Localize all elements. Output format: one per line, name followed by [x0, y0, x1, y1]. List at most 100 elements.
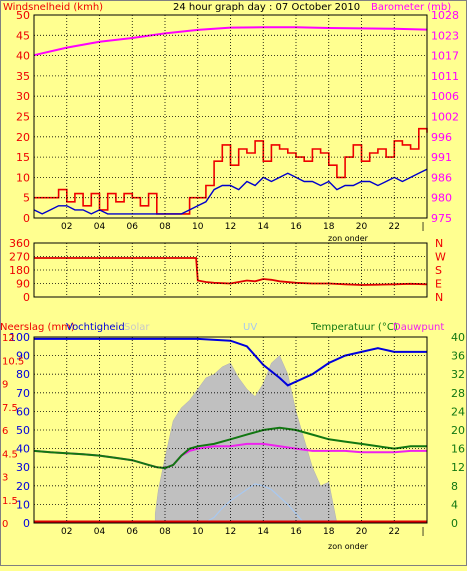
humidity-axis-label: Vochtigheid [66, 322, 125, 333]
rain-tick-label: 4.5 [2, 449, 18, 460]
time-tick-label: 10 [192, 527, 204, 537]
time-tick-label: 10 [192, 222, 204, 232]
rain-tick-label: 7.5 [2, 403, 18, 414]
humidity-tick-label: 50 [16, 424, 30, 437]
time-tick-label: 12 [225, 222, 236, 232]
humidity-tick-label: 40 [16, 443, 30, 456]
sunset-annotation-top: zon onder [328, 234, 369, 243]
wind-barometer-plot-frame [33, 14, 428, 219]
time-tick-label: 14 [258, 527, 270, 537]
direction-compass-label: N [435, 237, 443, 250]
barometer-tick-label: 991 [431, 151, 452, 164]
rain-tick-label: 3 [2, 473, 8, 484]
time-tick-label: 04 [94, 527, 106, 537]
solar-axis-label: Solar [124, 322, 150, 333]
barometer-tick-label: 986 [431, 171, 452, 184]
temperature-tick-label: 36 [451, 350, 465, 363]
direction-degree-label: 90 [16, 278, 30, 291]
temperature-tick-label: 20 [451, 424, 465, 437]
dewpoint-axis-label: Dauwpunt [393, 322, 444, 333]
solar-area [154, 355, 338, 524]
barometer-tick-label: 1002 [431, 111, 459, 124]
direction-compass-label: W [435, 251, 446, 264]
time-tick-label: 16 [290, 222, 302, 232]
direction-degree-label: 180 [9, 264, 30, 277]
humidity-tick-label: 90 [16, 350, 30, 363]
time-tick-label: 02 [61, 527, 72, 537]
barometer-tick-label: 1006 [431, 90, 459, 103]
barometer-axis-label: Barometer (mb) [371, 2, 451, 13]
temperature-tick-label: 4 [451, 498, 458, 511]
wind-tick-label: 35 [16, 70, 30, 83]
wind-tick-label: 0 [23, 212, 30, 225]
temperature-tick-label: 16 [451, 443, 465, 456]
humidity-tick-label: 20 [16, 480, 30, 493]
time-tick-label: 18 [323, 222, 335, 232]
wind-tick-label: 40 [16, 50, 30, 63]
chart-title: 24 hour graph day : 07 October 2010 [173, 2, 360, 13]
time-tick-label: 04 [94, 222, 106, 232]
wind-axis-label: Windsnelheid (kmh) [3, 2, 103, 13]
wind-tick-label: 5 [23, 192, 30, 205]
time-tick-label: 08 [159, 222, 171, 232]
time-tick-label: 08 [159, 527, 171, 537]
direction-degree-label: 360 [9, 237, 30, 250]
day-end-tick: | [421, 222, 424, 232]
temperature-tick-label: 0 [451, 517, 458, 530]
wind-tick-label: 10 [16, 171, 30, 184]
direction-compass-label: N [435, 291, 443, 304]
time-tick-label: 16 [290, 527, 302, 537]
time-tick-label: 18 [323, 527, 335, 537]
humidity-tick-label: 60 [16, 405, 30, 418]
wind-tick-label: 50 [16, 9, 30, 22]
humidity-tick-label: 80 [16, 368, 30, 381]
time-tick-label: 02 [61, 222, 72, 232]
rain-tick-label: 9 [2, 380, 8, 391]
wind-direction-plot-frame [33, 242, 428, 298]
rain-tick-label: 0 [2, 519, 8, 530]
humidity-tick-label: 70 [16, 387, 30, 400]
humidity-line [34, 337, 427, 387]
time-tick-label: 14 [258, 222, 270, 232]
direction-compass-label: S [435, 264, 442, 277]
rain-tick-label: 10.5 [2, 356, 24, 367]
rain-tick-label: 1.5 [2, 496, 18, 507]
humidity-tick-label: 100 [9, 331, 30, 344]
temperature-axis-label: Temperatuur (°C) [310, 322, 398, 333]
wind-tick-label: 20 [16, 131, 30, 144]
humidity-tick-label: 0 [23, 517, 30, 530]
temperature-tick-label: 32 [451, 368, 465, 381]
temperature-line [33, 426, 427, 470]
time-tick-label: 20 [356, 527, 368, 537]
humidity-tick-label: 30 [16, 461, 30, 474]
time-tick-label: 06 [127, 527, 139, 537]
time-tick-label: 20 [356, 222, 368, 232]
rain-tick-label: 6 [2, 426, 8, 437]
rain-tick-label: 12 [2, 333, 15, 344]
time-tick-label: 06 [127, 222, 139, 232]
wind-tick-label: 30 [16, 90, 30, 103]
wind-tick-label: 15 [16, 151, 30, 164]
temperature-tick-label: 40 [451, 331, 465, 344]
barometer-tick-label: 1011 [431, 70, 459, 83]
barometer-tick-label: 980 [431, 192, 452, 205]
temperature-tick-label: 28 [451, 387, 465, 400]
barometer-tick-label: 1017 [431, 50, 459, 63]
humidity-tick-label: 10 [16, 498, 30, 511]
climate-plot-frame [33, 336, 428, 524]
wind-tick-label: 45 [16, 29, 30, 42]
uv-axis-label: UV [243, 322, 257, 333]
barometer-tick-label: 1023 [431, 29, 459, 42]
temperature-tick-label: 24 [451, 405, 465, 418]
barometer-tick-label: 1028 [431, 9, 459, 22]
sunset-annotation-bottom: zon onder [328, 542, 369, 551]
direction-degree-label: 0 [23, 291, 30, 304]
wind-tick-label: 25 [16, 111, 30, 124]
temperature-tick-label: 12 [451, 461, 465, 474]
day-end-tick: | [421, 527, 424, 537]
time-tick-label: 12 [225, 527, 236, 537]
rain-axis-label: Neerslag (mm) [0, 322, 75, 333]
uv-line [204, 483, 305, 524]
